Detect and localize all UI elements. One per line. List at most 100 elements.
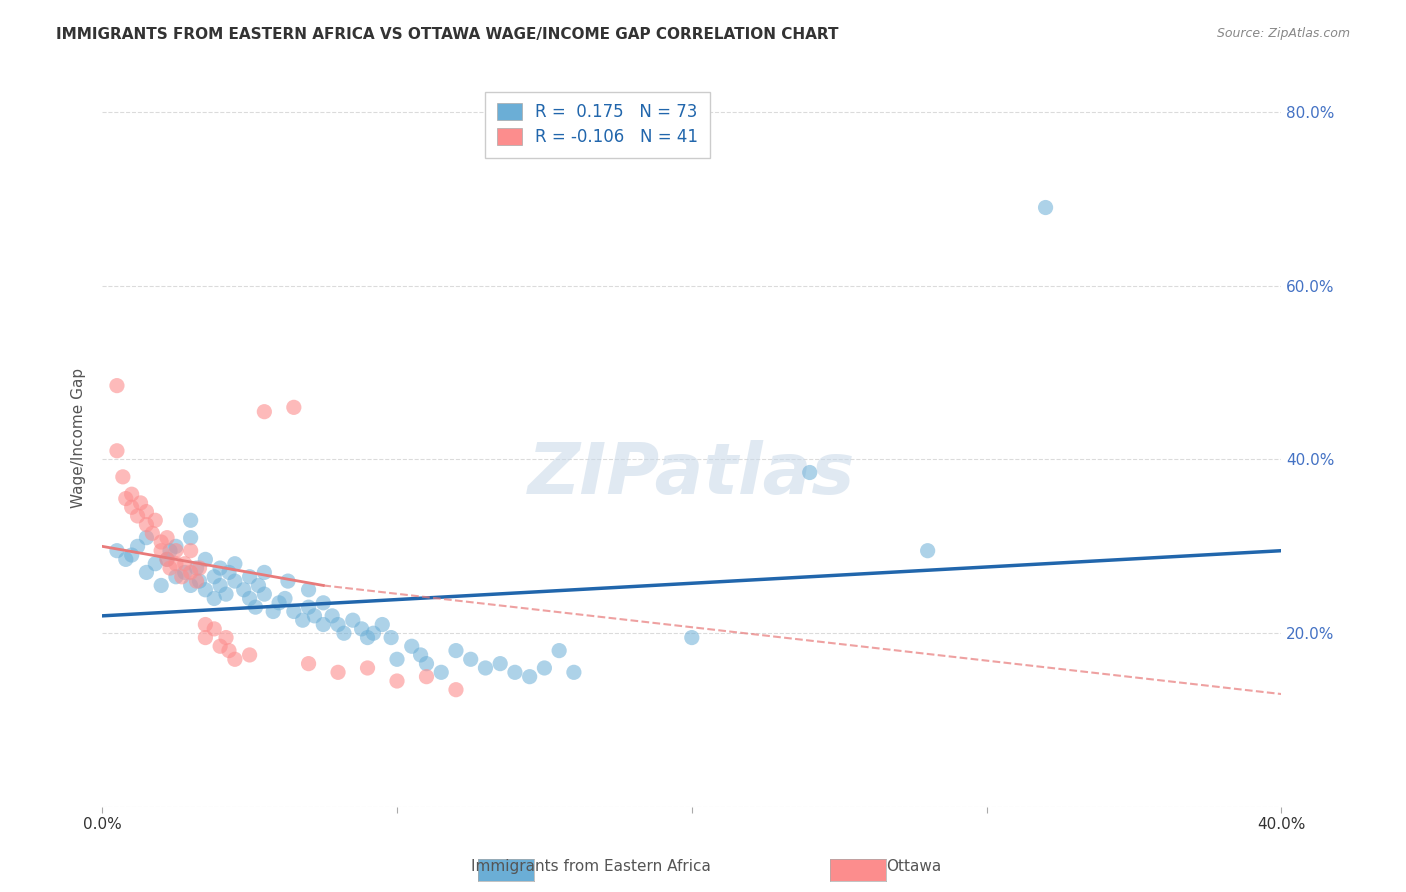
Text: IMMIGRANTS FROM EASTERN AFRICA VS OTTAWA WAGE/INCOME GAP CORRELATION CHART: IMMIGRANTS FROM EASTERN AFRICA VS OTTAWA… — [56, 27, 839, 42]
Point — [312, 617, 335, 632]
Point — [224, 557, 246, 571]
Point — [283, 605, 305, 619]
Point — [165, 570, 187, 584]
Point — [202, 591, 225, 606]
Point — [380, 631, 402, 645]
Point — [799, 466, 821, 480]
Text: Immigrants from Eastern Africa: Immigrants from Eastern Africa — [471, 859, 710, 874]
Point — [297, 582, 319, 597]
Point — [194, 617, 217, 632]
Point — [333, 626, 356, 640]
Point — [356, 661, 378, 675]
Point — [188, 574, 211, 588]
Point — [274, 591, 297, 606]
Point — [401, 640, 423, 654]
Point — [202, 570, 225, 584]
Point — [143, 557, 166, 571]
Legend: R =  0.175   N = 73, R = -0.106   N = 41: R = 0.175 N = 73, R = -0.106 N = 41 — [485, 92, 710, 158]
Point — [159, 543, 181, 558]
Point — [326, 665, 349, 680]
Point — [135, 517, 157, 532]
Point — [385, 673, 408, 688]
Point — [415, 657, 437, 671]
Point — [409, 648, 432, 662]
Point — [297, 657, 319, 671]
Point — [180, 513, 202, 527]
Point — [533, 661, 555, 675]
Point — [129, 496, 152, 510]
Point — [209, 578, 232, 592]
Point — [253, 566, 276, 580]
Point — [156, 552, 179, 566]
Point — [1035, 201, 1057, 215]
Point — [247, 578, 270, 592]
Point — [277, 574, 299, 588]
Point — [194, 582, 217, 597]
Point — [121, 500, 143, 515]
Point — [356, 631, 378, 645]
Point — [180, 543, 202, 558]
Point — [194, 631, 217, 645]
Point — [127, 508, 149, 523]
Point — [173, 557, 195, 571]
Point — [239, 570, 262, 584]
Point — [186, 574, 208, 588]
Point — [363, 626, 385, 640]
Point — [150, 543, 173, 558]
Point — [186, 561, 208, 575]
Point — [188, 561, 211, 575]
Point — [105, 378, 128, 392]
Point — [245, 600, 267, 615]
Point — [135, 566, 157, 580]
Point — [503, 665, 526, 680]
Point — [239, 648, 262, 662]
Point — [135, 505, 157, 519]
Point — [312, 596, 335, 610]
Point — [283, 401, 305, 415]
Point — [291, 613, 314, 627]
Point — [215, 631, 238, 645]
Point — [180, 531, 202, 545]
Point — [180, 578, 202, 592]
Point — [105, 543, 128, 558]
Point — [165, 543, 187, 558]
Point — [304, 608, 326, 623]
Point — [114, 552, 136, 566]
Point — [267, 596, 290, 610]
Point — [121, 487, 143, 501]
Point — [114, 491, 136, 506]
Point — [127, 539, 149, 553]
Point — [350, 622, 373, 636]
Point — [253, 587, 276, 601]
Point — [150, 578, 173, 592]
Point — [180, 566, 202, 580]
Text: ZIPatlas: ZIPatlas — [529, 440, 855, 509]
Point — [209, 640, 232, 654]
Point — [224, 652, 246, 666]
Text: Source: ZipAtlas.com: Source: ZipAtlas.com — [1216, 27, 1350, 40]
Point — [156, 552, 179, 566]
Point — [489, 657, 512, 671]
Point — [156, 531, 179, 545]
Point — [917, 543, 939, 558]
Point — [218, 643, 240, 657]
Point — [218, 566, 240, 580]
Point — [170, 570, 193, 584]
Point — [321, 608, 343, 623]
Text: Ottawa: Ottawa — [886, 859, 942, 874]
Point — [371, 617, 394, 632]
Point — [215, 587, 238, 601]
Point — [150, 535, 173, 549]
Point — [474, 661, 496, 675]
Point — [444, 682, 467, 697]
Point — [562, 665, 585, 680]
Point — [165, 539, 187, 553]
Point — [460, 652, 482, 666]
Point — [202, 622, 225, 636]
Point — [159, 561, 181, 575]
Y-axis label: Wage/Income Gap: Wage/Income Gap — [72, 368, 86, 508]
Point — [239, 591, 262, 606]
Point — [548, 643, 571, 657]
Point — [143, 513, 166, 527]
Point — [326, 617, 349, 632]
